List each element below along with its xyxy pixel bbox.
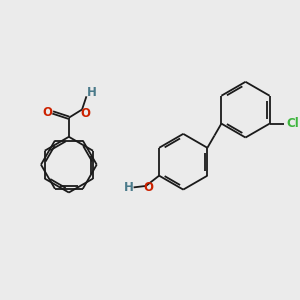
Text: H: H bbox=[123, 181, 133, 194]
Text: O: O bbox=[42, 106, 52, 119]
Text: Cl: Cl bbox=[286, 116, 299, 130]
Text: O: O bbox=[80, 107, 90, 120]
Text: O: O bbox=[143, 181, 153, 194]
Text: H: H bbox=[87, 86, 97, 99]
